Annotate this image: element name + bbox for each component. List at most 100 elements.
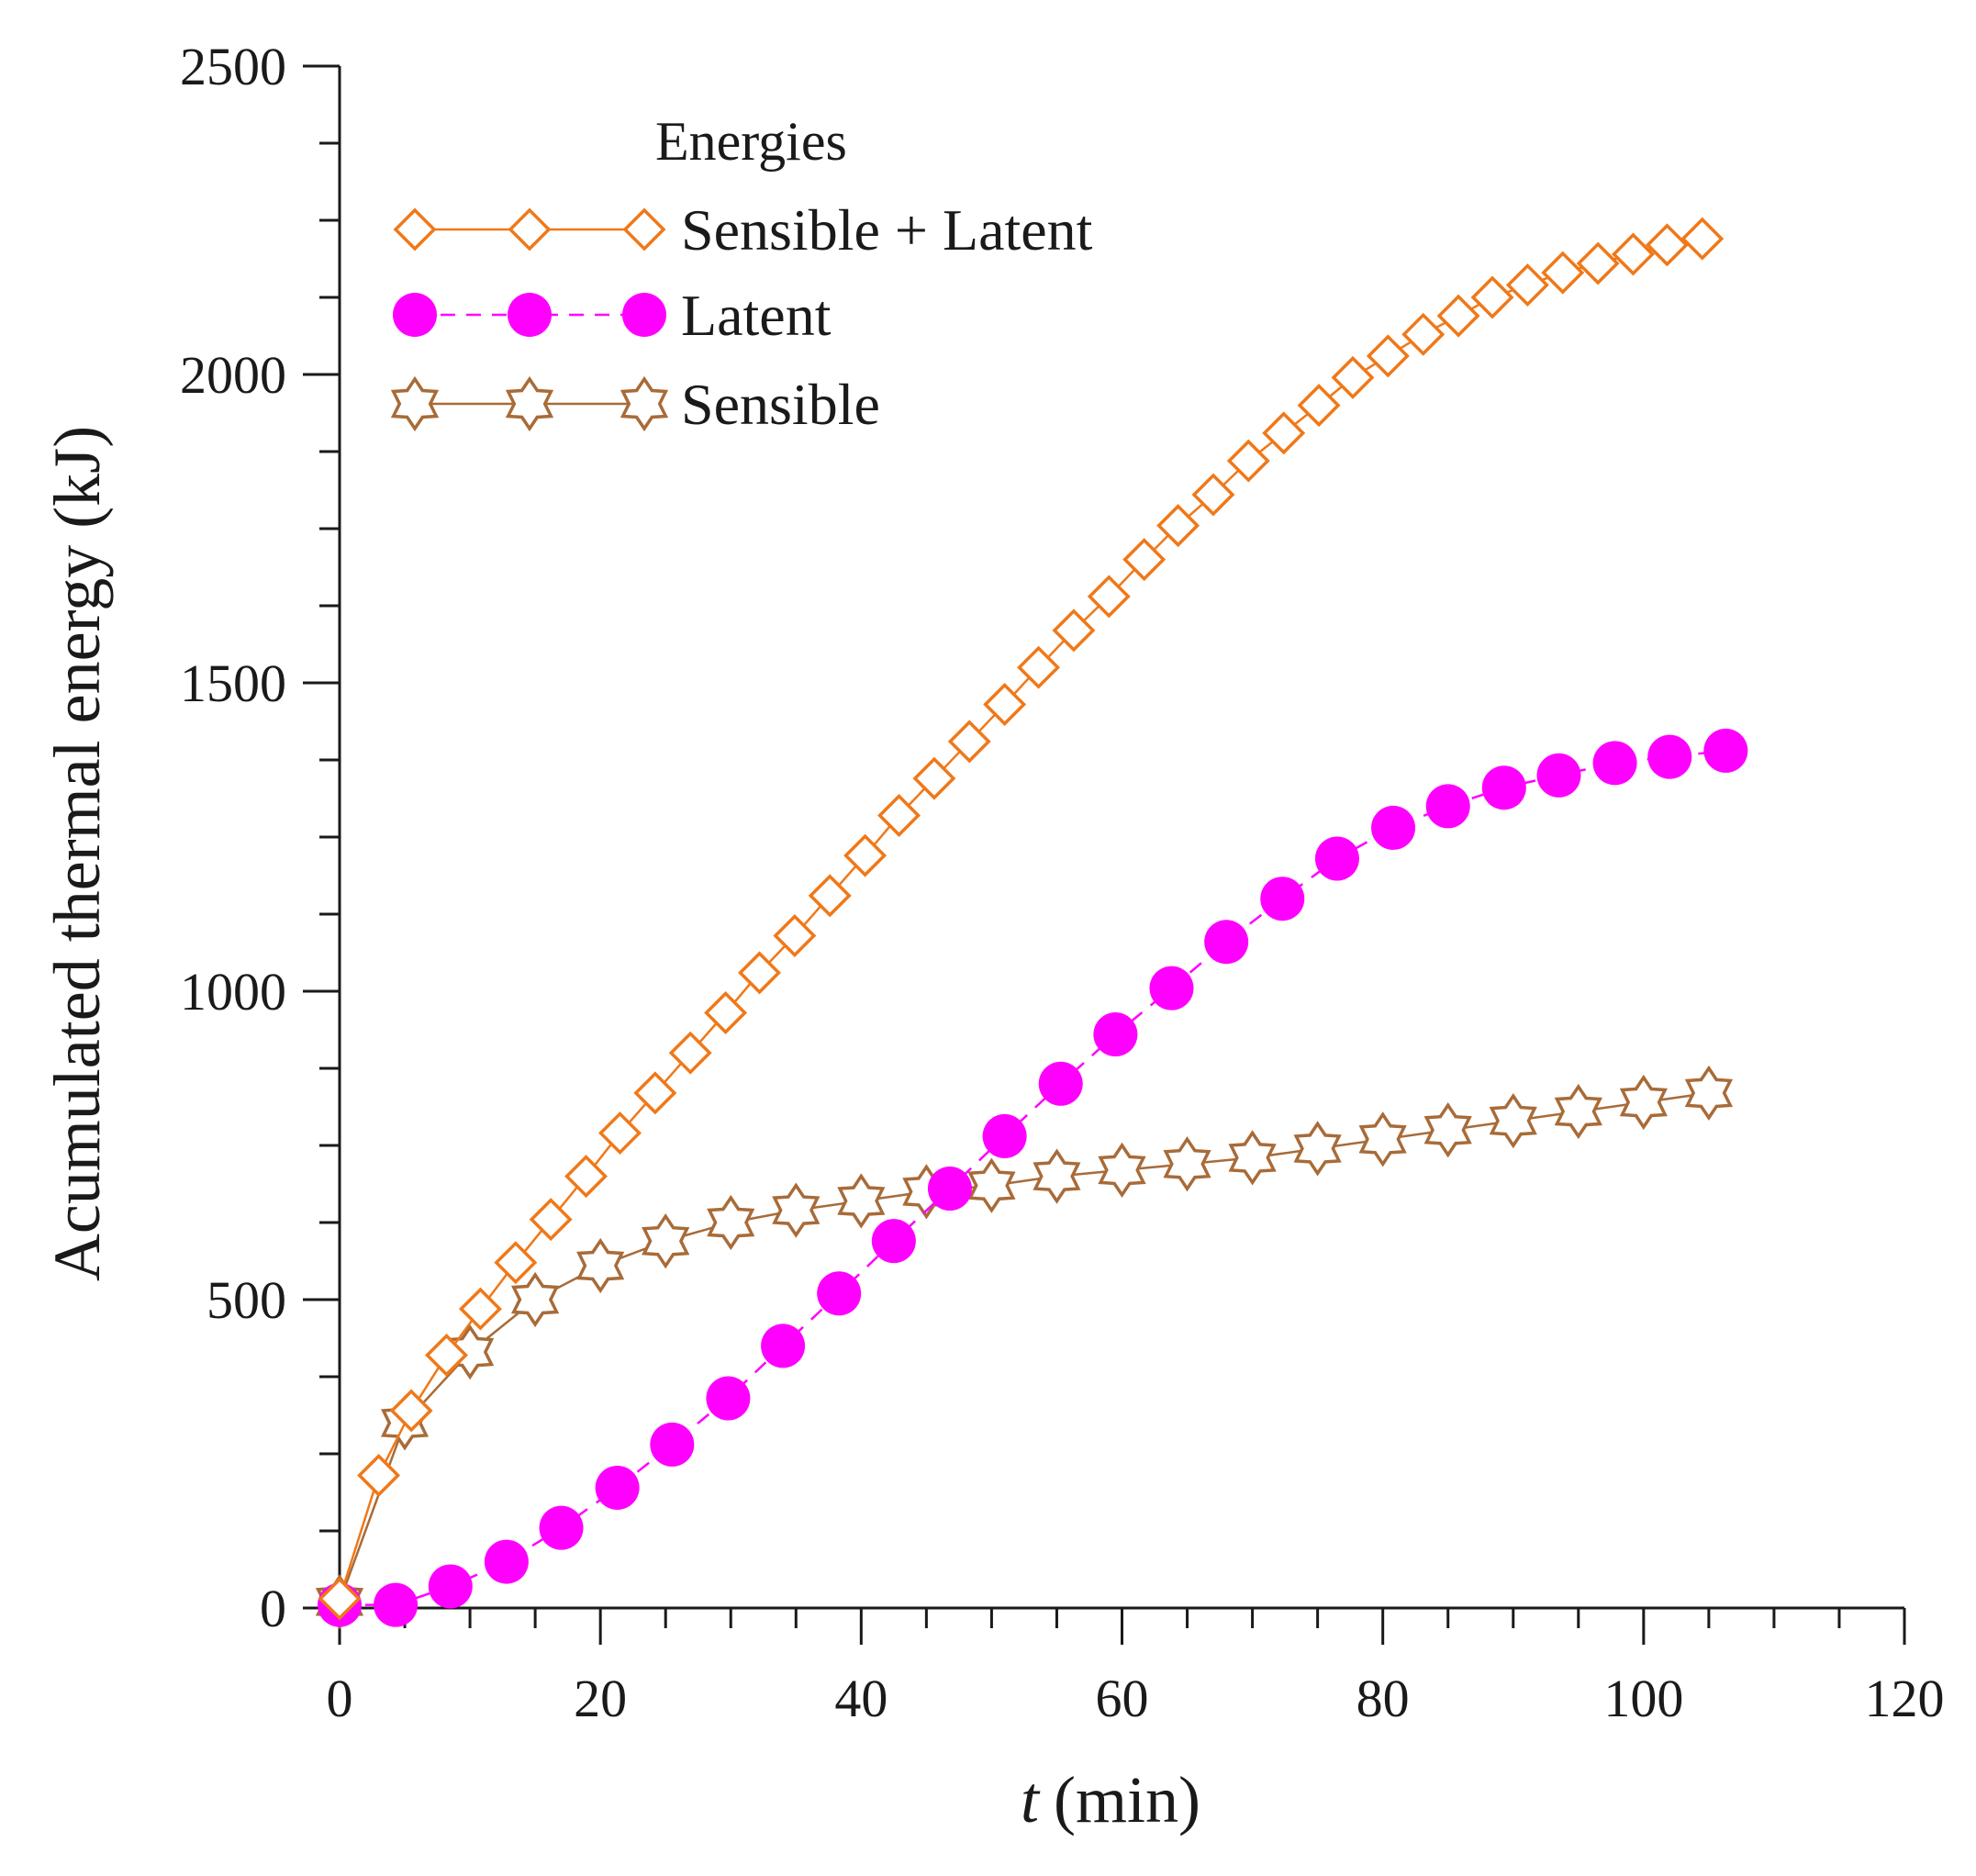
- data-point: [1592, 741, 1637, 786]
- y-tick-label: 2000: [180, 345, 286, 405]
- x-tick-label: 0: [327, 1669, 353, 1728]
- data-point: [318, 1577, 362, 1621]
- data-point: [967, 1157, 1016, 1213]
- data-point: [1052, 609, 1096, 653]
- legend-marker: [390, 375, 440, 432]
- data-point: [1087, 575, 1131, 619]
- legend-label: Sensible + Latent: [681, 197, 1093, 262]
- data-point: [1371, 805, 1416, 850]
- data-point: [484, 1539, 529, 1584]
- data-point: [1647, 734, 1692, 779]
- data-point: [642, 1213, 690, 1269]
- data-point: [529, 1198, 573, 1242]
- series-line: [338, 237, 1703, 1600]
- y-tick-label: 1000: [180, 962, 286, 1022]
- x-tick-label: 60: [1096, 1669, 1149, 1728]
- data-point: [1331, 355, 1375, 399]
- data-point: [1314, 836, 1359, 881]
- legend-marker: [505, 375, 554, 432]
- x-tick-label: 80: [1356, 1669, 1410, 1728]
- data-point: [1122, 538, 1167, 582]
- series-layer: [315, 217, 1748, 1630]
- legend-label: Latent: [681, 283, 832, 348]
- legend-item-sensible-latent: Sensible + Latent: [393, 197, 1093, 262]
- data-point: [576, 1237, 625, 1294]
- data-point: [927, 1167, 972, 1212]
- data-point: [843, 833, 888, 877]
- axes: [303, 64, 1906, 1645]
- data-point: [773, 914, 817, 957]
- data-point: [1425, 784, 1470, 829]
- data-point: [707, 1194, 755, 1251]
- y-tick-label: 0: [260, 1579, 286, 1638]
- data-point: [1536, 753, 1581, 798]
- data-point: [808, 874, 852, 918]
- data-point: [1262, 411, 1306, 455]
- data-point: [1401, 312, 1446, 356]
- x-tick-label: 100: [1603, 1669, 1683, 1728]
- data-point: [1684, 1065, 1734, 1122]
- data-point: [494, 1241, 538, 1285]
- legend-marker: [393, 207, 437, 251]
- data-point: [598, 1111, 642, 1156]
- x-tick-label: 40: [834, 1669, 888, 1728]
- data-point: [871, 1219, 916, 1264]
- legend-marker: [508, 207, 552, 251]
- data-point: [1541, 251, 1585, 295]
- data-point: [1033, 1148, 1081, 1204]
- data-point: [1204, 920, 1249, 965]
- data-point: [510, 1271, 560, 1328]
- data-point: [595, 1465, 640, 1510]
- data-point: [1489, 1092, 1537, 1149]
- x-tick-labels: 0 20 40 60 80 100 120: [327, 1669, 1945, 1728]
- data-point: [1226, 439, 1270, 483]
- data-point: [1358, 1111, 1407, 1167]
- data-point: [1436, 294, 1480, 338]
- data-point: [1191, 473, 1235, 517]
- data-point: [425, 1334, 468, 1377]
- legend-item-sensible: Sensible: [390, 372, 880, 437]
- data-point: [1093, 1012, 1138, 1057]
- data-point: [983, 683, 1027, 726]
- y-tick-label: 2500: [180, 37, 286, 96]
- data-point: [564, 1155, 608, 1199]
- data-point: [1703, 728, 1748, 773]
- x-tick-label: 20: [574, 1669, 627, 1728]
- data-point: [1293, 1121, 1342, 1177]
- data-point: [389, 1389, 433, 1433]
- data-point: [772, 1182, 821, 1238]
- legend-title: Energies: [655, 111, 847, 172]
- series-line: [338, 1091, 1710, 1602]
- data-point: [947, 720, 991, 764]
- data-point: [374, 1582, 419, 1627]
- data-point: [1505, 263, 1549, 307]
- data-point: [428, 1564, 473, 1609]
- data-point: [1423, 1102, 1472, 1158]
- x-axis-label: t (min): [1021, 1763, 1200, 1837]
- series-latent: [318, 728, 1748, 1627]
- data-point: [817, 1271, 862, 1316]
- x-tick-label: 120: [1865, 1669, 1945, 1728]
- data-point: [912, 756, 956, 800]
- data-point: [1098, 1142, 1146, 1199]
- data-point: [633, 1071, 677, 1115]
- series-sensible: [315, 1065, 1734, 1630]
- data-point: [1163, 1136, 1211, 1192]
- data-point: [1470, 275, 1514, 319]
- legend: Energies Sensible + Latent Latent Sensible: [390, 111, 1093, 437]
- legend-item-latent: Latent: [393, 283, 832, 348]
- data-point: [458, 1287, 502, 1331]
- data-point: [1149, 966, 1194, 1011]
- data-point: [1297, 384, 1341, 428]
- data-point: [357, 1454, 401, 1497]
- data-point: [539, 1505, 584, 1550]
- data-point: [1645, 223, 1689, 267]
- legend-marker: [508, 293, 552, 337]
- data-point: [1481, 765, 1526, 810]
- y-tick-label: 500: [207, 1270, 286, 1330]
- series-sensible-latent: [318, 217, 1725, 1621]
- data-point: [1554, 1083, 1602, 1140]
- data-point: [1366, 334, 1410, 378]
- y-tick-label: 1500: [180, 653, 286, 713]
- data-point: [877, 794, 921, 837]
